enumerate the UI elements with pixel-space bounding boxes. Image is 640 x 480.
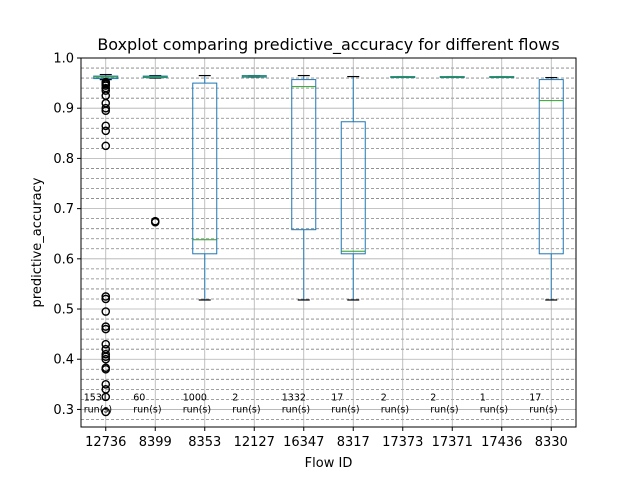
outlier-point [101,344,111,354]
box-iqr [291,79,317,231]
outlier-point [101,324,111,334]
box-group-17371 [439,75,465,79]
run-unit-label: run(s) [430,404,458,415]
y-tick-label: 0.6 [53,252,74,267]
box-group-17373 [390,75,416,79]
run-unit-label: run(s) [529,404,557,415]
run-count-label: 17 [529,392,541,403]
outlier-point [101,126,111,136]
x-tick-label: 12127 [234,435,275,450]
run-count-label: 17 [331,392,343,403]
outlier-point [101,103,111,113]
annotations-layer: 1531run(s)60run(s)1000run(s)2run(s)1332r… [84,392,558,415]
run-count-label: 2 [381,392,387,403]
box-group-12736 [93,73,119,417]
y-tick-label: 1.0 [53,52,74,67]
run-unit-label: run(s) [84,404,112,415]
run-unit-label: run(s) [381,404,409,415]
plot-frame [80,57,577,428]
x-tick-label: 17373 [382,435,423,450]
box-group-8399 [142,74,168,227]
y-tick-label: 0.5 [53,303,74,318]
run-count-label: 1000 [183,392,207,403]
outlier-point [101,322,111,331]
y-tick-label: 0.8 [53,152,74,167]
y-tick-label: 0.9 [53,102,74,117]
run-unit-label: run(s) [133,404,161,415]
x-tick-label: 16347 [283,435,324,450]
box-group-8353 [192,74,218,301]
x-tick-label: 8399 [139,435,172,450]
box-iqr [192,82,218,255]
boxes-layer [93,73,564,417]
outlier-point [101,380,111,389]
outlier-point [101,339,111,349]
outlier-point [101,407,111,417]
y-tick-label: 0.3 [53,403,74,418]
x-axis-label: Flow ID [305,456,353,471]
box-group-8317 [340,75,366,301]
grid-layer [81,57,576,427]
outlier-point [101,83,111,93]
outlier-point [150,216,160,226]
x-tick-label: 12736 [85,435,126,450]
outlier-point [101,141,111,151]
run-count-label: 2 [430,392,436,403]
outlier-point [101,292,111,301]
x-tick-label: 17371 [432,435,473,450]
run-count-label: 1 [480,392,486,403]
run-count-label: 1531 [84,392,108,403]
outlier-point [101,363,111,373]
y-tick-label: 0.7 [53,202,74,217]
outlier-point [101,385,111,394]
box-group-17436 [489,75,515,79]
y-axis-label: predictive_accuracy [30,177,45,307]
outlier-point [101,307,111,316]
y-tick-label: 0.4 [53,353,74,368]
x-tick-label: 8353 [188,435,221,450]
outlier-point [101,354,111,364]
box-iqr [538,79,564,255]
x-tick-label: 8330 [535,435,568,450]
run-unit-label: run(s) [282,404,310,415]
outlier-point [101,349,111,359]
run-count-label: 2 [232,392,238,403]
run-unit-label: run(s) [183,404,211,415]
x-tick-label: 17436 [481,435,522,450]
x-tick-label: 8317 [337,435,370,450]
run-unit-label: run(s) [331,404,359,415]
box-group-12127 [241,74,267,78]
run-unit-label: run(s) [480,404,508,415]
box-group-16347 [291,74,317,301]
outlier-point [101,294,111,304]
run-count-label: 60 [133,392,145,403]
outlier-point [101,121,111,131]
box-group-8330 [538,76,564,301]
chart-title: Boxplot comparing predictive_accuracy fo… [97,35,559,55]
run-count-label: 1332 [282,392,306,403]
run-unit-label: run(s) [232,404,260,415]
outlier-point [101,77,111,87]
box-iqr [340,121,366,255]
